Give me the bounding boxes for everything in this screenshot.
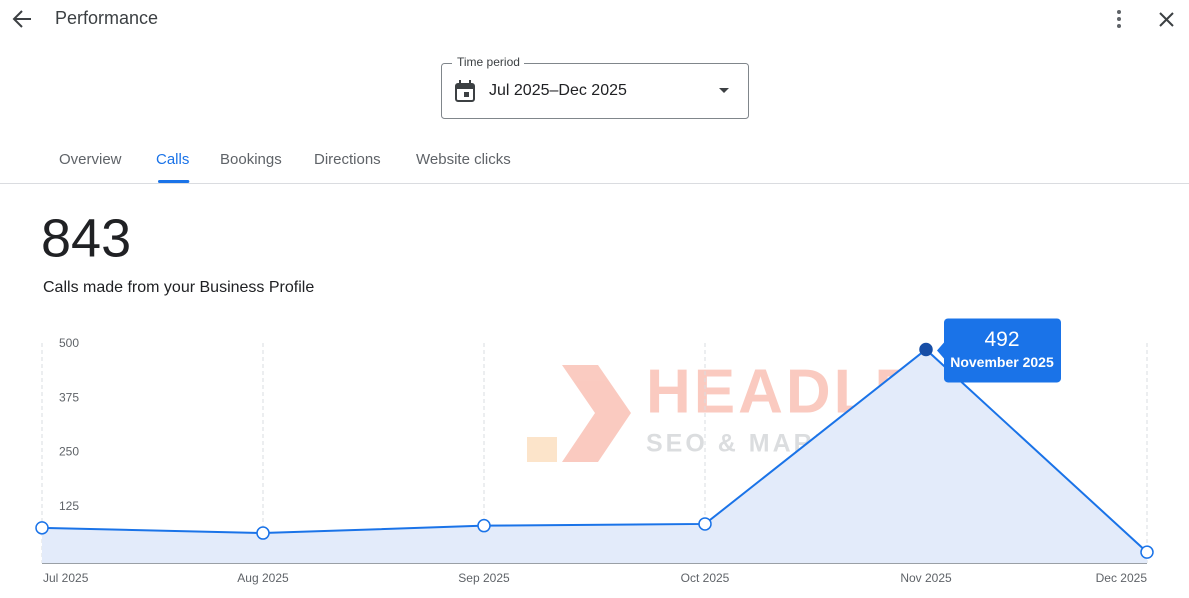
tooltip-label: November 2025 — [950, 354, 1054, 370]
y-tick-label: 250 — [59, 445, 79, 459]
x-tick-label: Nov 2025 — [900, 571, 952, 585]
back-button[interactable] — [12, 10, 31, 28]
tooltip-value: 492 — [984, 328, 1019, 351]
y-tick-label: 125 — [59, 499, 79, 513]
more-button[interactable] — [1117, 10, 1121, 28]
x-tick-label: Jul 2025 — [43, 571, 89, 585]
point[interactable] — [256, 526, 270, 540]
total-caption: Calls made from your Business Profile — [43, 279, 314, 296]
x-tick-label: Dec 2025 — [1096, 571, 1148, 585]
tab[interactable]: Website clicks — [416, 151, 511, 168]
point[interactable] — [477, 518, 491, 533]
point[interactable] — [698, 517, 712, 531]
line — [41, 348, 1148, 553]
dropdown-arrow — [719, 88, 729, 93]
tab[interactable]: Directions — [314, 151, 381, 168]
point[interactable] — [1140, 545, 1154, 559]
tab[interactable]: Overview — [59, 151, 122, 168]
tab[interactable]: Calls — [156, 151, 189, 168]
tooltip-pointer — [937, 342, 944, 359]
time-period-select[interactable] — [441, 63, 749, 119]
close-button[interactable] — [1159, 12, 1174, 27]
point[interactable] — [35, 521, 49, 535]
label-gap — [452, 56, 524, 70]
x-tick-label: Aug 2025 — [237, 571, 289, 585]
y-tick-label: 375 — [59, 390, 79, 404]
area — [42, 349, 1147, 563]
total-value: 843 — [41, 208, 131, 268]
x-tick-label: Oct 2025 — [681, 571, 730, 585]
page-title: Performance — [55, 8, 158, 28]
x-tick-label: Sep 2025 — [458, 571, 510, 585]
select-value: Jul 2025–Dec 2025 — [489, 82, 627, 99]
tab[interactable]: Bookings — [220, 151, 282, 168]
y-tick-label: 500 — [59, 336, 79, 350]
tab-indicator — [158, 180, 190, 183]
tooltip — [944, 318, 1061, 383]
select-label: Time period — [457, 55, 520, 69]
calendar-icon — [455, 80, 475, 102]
point[interactable] — [919, 342, 933, 357]
